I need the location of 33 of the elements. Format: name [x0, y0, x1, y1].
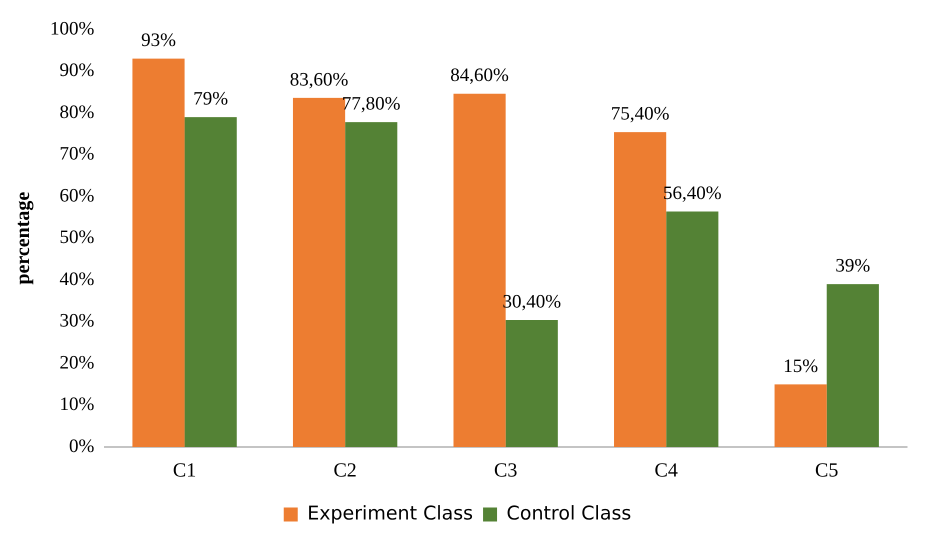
y-tick-label: 50% [60, 227, 94, 248]
data-label: 79% [193, 88, 228, 110]
y-tick-label: 60% [60, 185, 94, 206]
bar [774, 384, 827, 447]
y-tick-label: 70% [60, 144, 94, 165]
legend-label: Control Class [506, 502, 632, 524]
y-tick-label: 80% [60, 102, 94, 123]
legend-label: Experiment Class [307, 502, 474, 524]
bar [132, 58, 185, 447]
x-tick-label: C2 [333, 459, 357, 482]
x-tick-label: C1 [172, 459, 196, 482]
bar [345, 122, 398, 447]
data-label: 75,40% [610, 104, 670, 125]
data-label: 15% [783, 356, 818, 377]
y-axis-title: percentage [12, 192, 34, 285]
bar [666, 211, 718, 447]
x-tick-label: C3 [494, 459, 518, 482]
bar [506, 320, 558, 447]
bar [826, 284, 879, 447]
y-tick-label: 100% [50, 18, 94, 40]
x-tick-label: C4 [654, 459, 678, 482]
data-label: 93% [141, 30, 176, 52]
y-tick-label: 20% [60, 352, 94, 374]
y-tick-label: 40% [60, 268, 94, 290]
x-tick-label: C5 [815, 459, 838, 482]
y-tick-label: 30% [60, 310, 94, 332]
y-tick-label: 10% [60, 394, 94, 416]
y-tick-label: 0% [69, 436, 94, 457]
data-label: 39% [835, 256, 870, 277]
data-label: 83,60% [290, 69, 349, 90]
bar [184, 117, 237, 447]
y-tick-label: 90% [60, 60, 94, 82]
data-label: 84,60% [450, 65, 510, 86]
